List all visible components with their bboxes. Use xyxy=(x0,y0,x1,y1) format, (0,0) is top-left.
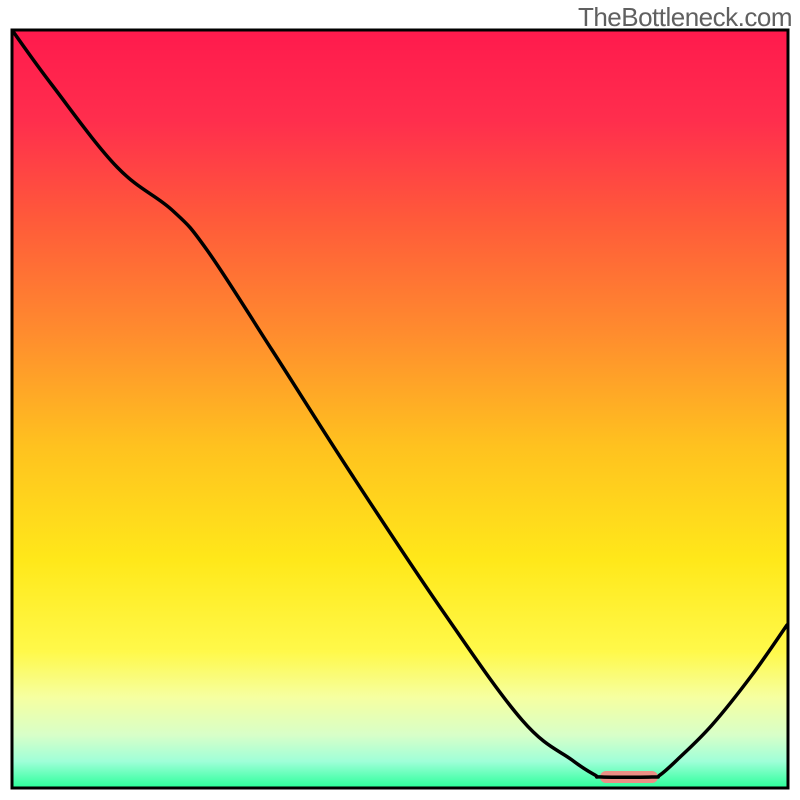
chart-svg xyxy=(0,0,800,800)
chart-stage: TheBottleneck.com xyxy=(0,0,800,800)
watermark-text: TheBottleneck.com xyxy=(578,2,792,33)
plot-background xyxy=(12,30,788,788)
